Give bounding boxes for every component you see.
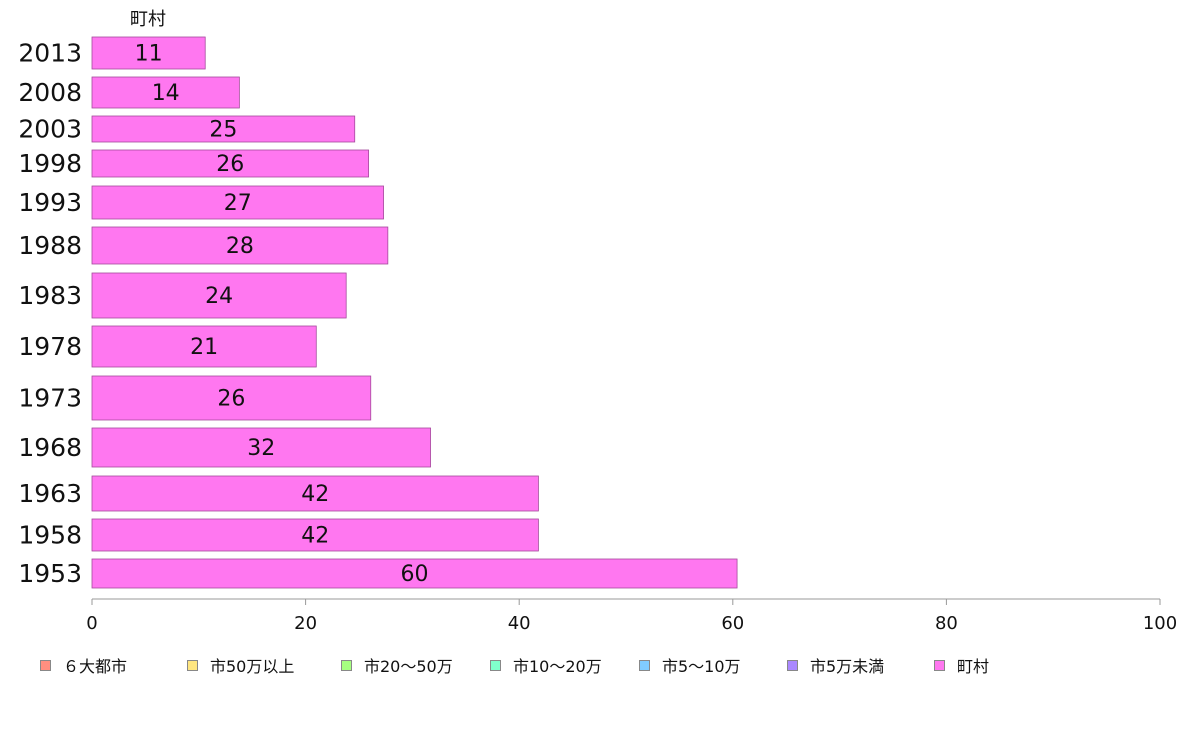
series-title: 町村	[130, 9, 166, 30]
legend-label: 市10〜20万	[513, 657, 602, 676]
legend-item: 市5万未満	[787, 653, 934, 677]
x-tick-label-0: 0	[86, 613, 97, 634]
bar-2013	[91, 36, 206, 70]
category-label-1968: 1968	[18, 433, 82, 462]
legend-swatch	[787, 659, 798, 671]
bar-1998	[91, 149, 370, 178]
x-tick-label-20: 20	[294, 613, 317, 634]
data-label-1963: 42	[301, 482, 329, 507]
x-tick-label-80: 80	[935, 613, 958, 634]
bar-1963	[91, 475, 539, 512]
bar-1953	[91, 558, 738, 589]
bar-1958	[91, 518, 539, 552]
legend-item: 市50万以上	[187, 653, 341, 677]
legend-swatch	[490, 659, 501, 671]
legend: ６大都市 市50万以上 市20〜50万 市10〜20万 市5〜10万 市5万未満 町村	[40, 653, 1014, 677]
x-tick-label-100: 100	[1143, 613, 1177, 634]
category-label-1978: 1978	[18, 332, 82, 361]
category-label-1973: 1973	[18, 384, 82, 413]
category-label-2003: 2003	[18, 115, 82, 144]
data-label-1983: 24	[205, 284, 233, 309]
legend-label: ６大都市	[63, 657, 128, 676]
legend-item: ６大都市	[40, 653, 187, 677]
data-label-1973: 26	[217, 387, 245, 412]
legend-label: 市5〜10万	[662, 657, 741, 676]
legend-label: 市20〜50万	[364, 657, 453, 676]
bar-2003	[91, 115, 356, 143]
category-label-1998: 1998	[18, 149, 82, 178]
data-label-1993: 27	[224, 191, 252, 216]
legend-item: 市10〜20万	[490, 653, 639, 677]
legend-swatch	[187, 659, 198, 671]
category-label-2013: 2013	[18, 39, 82, 68]
bar-1978	[91, 325, 317, 368]
data-label-1978: 21	[190, 335, 218, 360]
category-label-1953: 1953	[18, 559, 82, 588]
legend-item: 町村	[934, 653, 1014, 677]
category-label-1988: 1988	[18, 231, 82, 260]
legend-swatch	[40, 659, 51, 671]
bar-2008	[91, 76, 240, 109]
data-label-2003: 25	[209, 118, 237, 143]
data-label-1958: 42	[301, 524, 329, 549]
x-tick-label-60: 60	[721, 613, 744, 634]
x-axis: 0 20 40 60 80 100	[86, 598, 1177, 634]
data-label-2008: 14	[152, 81, 180, 106]
data-label-1988: 28	[226, 234, 254, 259]
legend-label: 市5万未満	[810, 657, 885, 676]
category-label-1958: 1958	[18, 521, 82, 550]
category-label-1993: 1993	[18, 188, 82, 217]
legend-label: 市50万以上	[210, 657, 295, 676]
data-label-2013: 11	[135, 42, 163, 67]
x-tick-label-40: 40	[508, 613, 531, 634]
bars-group: 2013 11 2008 14 2003 25 1998 26 1993 27 1988 28 1983…	[18, 36, 738, 589]
bar-1968	[91, 427, 431, 468]
bar-1983	[91, 272, 347, 319]
category-label-2008: 2008	[18, 78, 82, 107]
legend-item: 市20〜50万	[341, 653, 490, 677]
category-label-1983: 1983	[18, 281, 82, 310]
bar-1993	[91, 185, 384, 220]
bar-1973	[91, 375, 372, 421]
category-label-1963: 1963	[18, 479, 82, 508]
legend-swatch	[639, 659, 650, 671]
legend-swatch	[341, 659, 352, 671]
legend-item: 市5〜10万	[639, 653, 787, 677]
data-label-1953: 60	[401, 562, 429, 587]
legend-swatch	[934, 659, 945, 671]
data-label-1998: 26	[216, 152, 244, 177]
bar-1988	[91, 226, 389, 265]
data-label-1968: 32	[247, 436, 275, 461]
legend-label: 町村	[957, 657, 990, 676]
